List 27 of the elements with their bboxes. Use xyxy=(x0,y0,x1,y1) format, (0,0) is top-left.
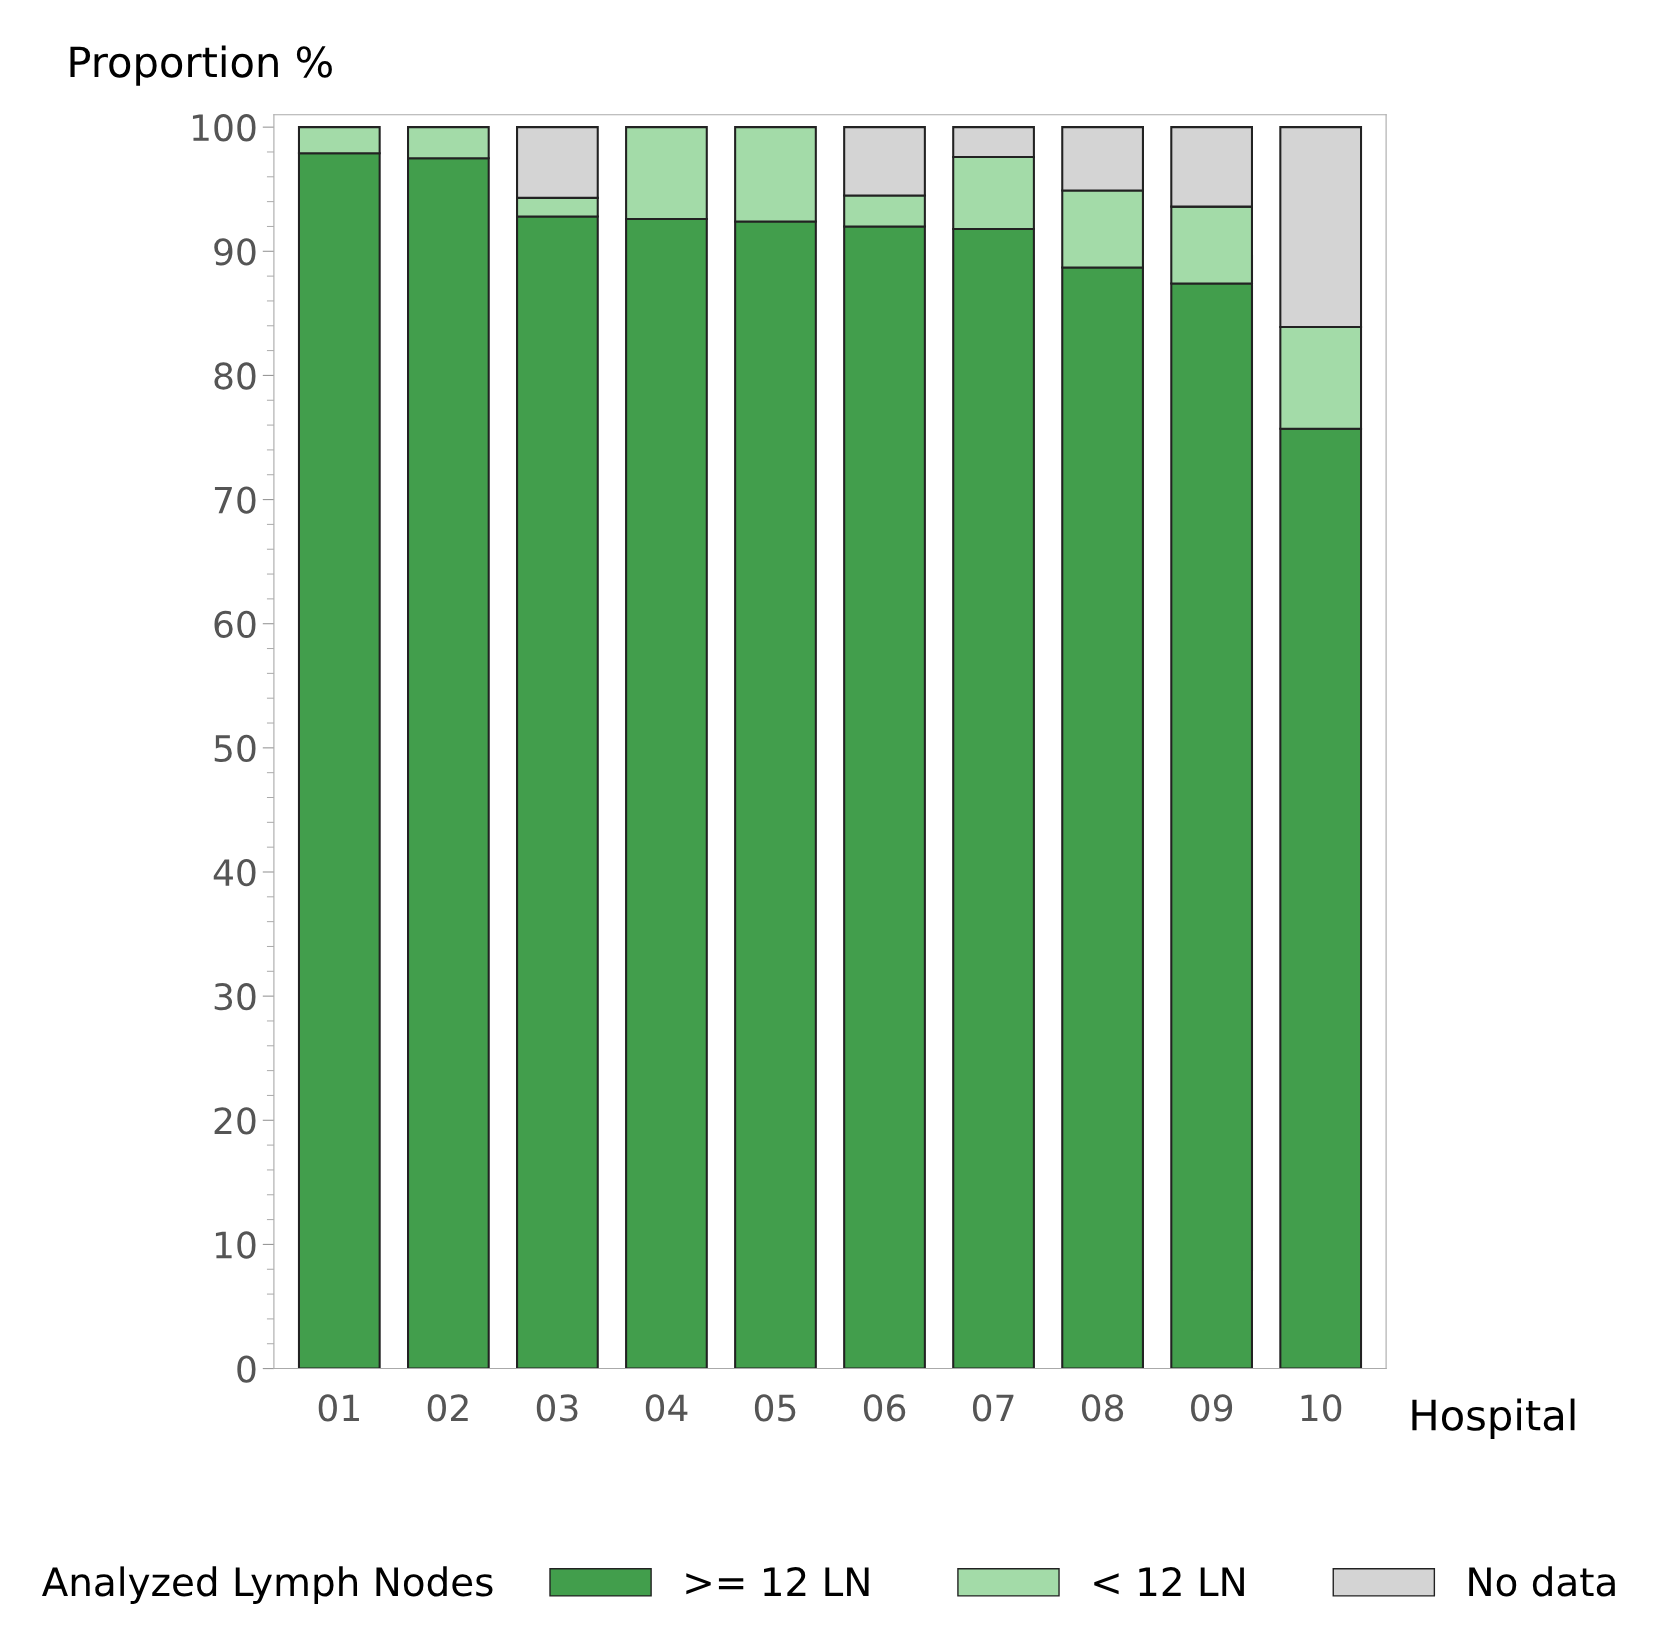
y-tick-label: 70 xyxy=(214,486,256,514)
x-tick-label: 09 xyxy=(1191,1394,1233,1422)
y-tick-label: 90 xyxy=(214,238,256,266)
y-tick-label: 40 xyxy=(213,858,256,887)
y-tick-label: 100 xyxy=(192,114,256,142)
legend-label: No data xyxy=(1469,1566,1615,1597)
legend-title: Analyzed Lymph Nodes xyxy=(41,1566,493,1604)
x-tick-label: 04 xyxy=(645,1394,688,1422)
y-tick-label: 10 xyxy=(215,1231,256,1259)
x-tick-label: 05 xyxy=(754,1394,796,1422)
x-tick-label: 01 xyxy=(318,1394,359,1422)
y-tick-label: 20 xyxy=(214,1107,256,1135)
x-tick-label: 06 xyxy=(863,1394,906,1422)
y-tick-label: 80 xyxy=(214,362,256,390)
x-tick-label: 10 xyxy=(1301,1394,1342,1422)
legend-label: >= 12 LN xyxy=(686,1567,869,1596)
x-tick-label: 07 xyxy=(972,1394,1014,1422)
y-axis-title: Proportion % xyxy=(70,45,332,86)
y-tick-label: 30 xyxy=(214,983,256,1011)
x-tick-label: 08 xyxy=(1082,1394,1124,1422)
y-tick-label: 60 xyxy=(214,610,256,638)
x-axis-title: Hospital xyxy=(1412,1398,1575,1439)
legend-label: < 12 LN xyxy=(1094,1567,1244,1596)
y-tick-label: 0 xyxy=(237,1355,256,1383)
y-tick-label: 50 xyxy=(214,734,256,763)
x-tick-label: 03 xyxy=(536,1394,578,1422)
x-tick-label: 02 xyxy=(427,1394,468,1422)
